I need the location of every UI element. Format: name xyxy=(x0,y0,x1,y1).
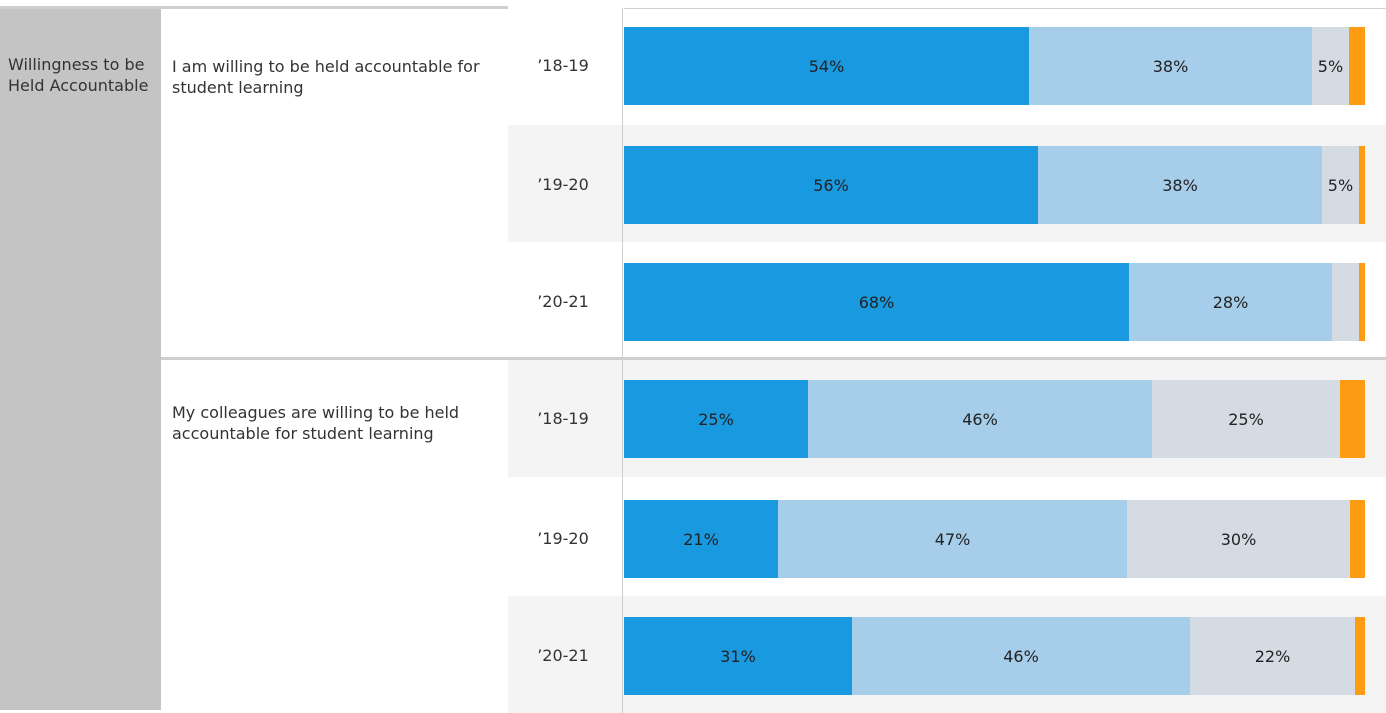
bar-row: 25% 46% 25% xyxy=(624,380,1365,458)
bar-segment-agree: 38% xyxy=(1029,27,1312,105)
bar-segment-disagree: 5% xyxy=(1322,146,1359,224)
bar-segment-strongly-agree: 25% xyxy=(624,380,808,458)
bar-segment-strongly-disagree xyxy=(1359,146,1365,224)
data-label: 38% xyxy=(1162,175,1198,195)
category-column: Willingness to be Held Accountable xyxy=(0,8,161,710)
year-label: ’20-21 xyxy=(537,646,589,665)
top-rule-bars xyxy=(624,8,1386,9)
bar-segment-strongly-agree: 56% xyxy=(624,146,1038,224)
bar-segment-agree: 46% xyxy=(852,617,1190,695)
data-label: 30% xyxy=(1220,529,1257,549)
bar-segment-disagree: 5% xyxy=(1312,27,1349,105)
data-label: 31% xyxy=(720,646,756,666)
bar-segment-strongly-disagree xyxy=(1349,27,1365,105)
year-label: ’18-19 xyxy=(537,409,589,428)
axis-line xyxy=(622,8,623,713)
data-label: 46% xyxy=(962,409,998,429)
bar-segment-disagree: 25% xyxy=(1152,380,1340,458)
bar-segment-strongly-disagree xyxy=(1350,500,1365,578)
data-label: 46% xyxy=(1003,646,1039,666)
question-text: My colleagues are willing to be held acc… xyxy=(172,403,460,443)
data-label: 25% xyxy=(698,409,734,429)
bar-segment-disagree: 22% xyxy=(1190,617,1355,695)
data-label: 28% xyxy=(1212,292,1249,312)
bar-segment-agree: 47% xyxy=(778,500,1127,578)
year-label: ’20-21 xyxy=(537,292,589,311)
bar-segment-strongly-agree: 21% xyxy=(624,500,778,578)
data-label: 56% xyxy=(813,175,849,195)
year-label: ’19-20 xyxy=(537,175,589,194)
bar-segment-strongly-disagree xyxy=(1355,617,1365,695)
bar-row: 31% 46% 22% xyxy=(624,617,1365,695)
data-label: 38% xyxy=(1152,56,1189,76)
group-divider xyxy=(161,357,1386,360)
data-label: 68% xyxy=(858,292,895,312)
bar-segment-strongly-agree: 68% xyxy=(624,263,1129,341)
question-text: I am willing to be held accountable for … xyxy=(172,57,480,97)
bar-segment-strongly-agree: 31% xyxy=(624,617,852,695)
bar-segment-agree: 28% xyxy=(1129,263,1332,341)
data-label: 54% xyxy=(808,56,845,76)
bar-segment-disagree: 30% xyxy=(1127,500,1350,578)
data-label: 5% xyxy=(1317,56,1344,76)
bar-segment-strongly-disagree xyxy=(1359,263,1365,341)
bar-segment-strongly-disagree xyxy=(1340,380,1365,458)
bar-row: 68% 28% xyxy=(624,263,1365,341)
data-label: 5% xyxy=(1327,175,1354,195)
bar-segment-disagree xyxy=(1332,263,1359,341)
data-label: 25% xyxy=(1228,409,1264,429)
data-label: 21% xyxy=(683,529,719,549)
bar-segment-agree: 38% xyxy=(1038,146,1322,224)
year-label: ’19-20 xyxy=(537,529,589,548)
data-label: 22% xyxy=(1254,646,1291,666)
bar-row: 56% 38% 5% xyxy=(624,146,1365,224)
top-rule xyxy=(0,6,508,9)
bar-segment-agree: 46% xyxy=(808,380,1152,458)
bar-row: 21% 47% 30% xyxy=(624,500,1365,578)
bar-segment-strongly-agree: 54% xyxy=(624,27,1029,105)
bar-row: 54% 38% 5% xyxy=(624,27,1365,105)
year-label: ’18-19 xyxy=(537,56,589,75)
data-label: 47% xyxy=(934,529,971,549)
category-label: Willingness to be Held Accountable xyxy=(8,55,149,95)
